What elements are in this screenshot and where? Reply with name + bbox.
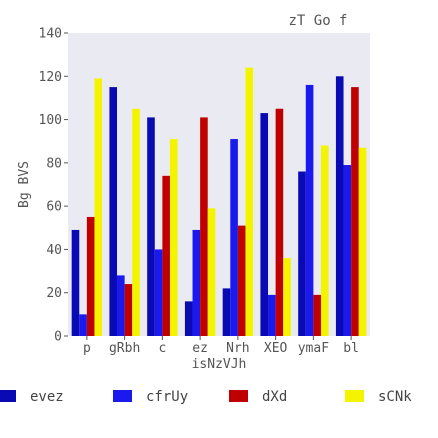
- y-tick-label: 0: [54, 330, 62, 345]
- bar-sCNk-Nrh: [245, 67, 254, 336]
- bar-dXd-Nrh: [237, 225, 246, 336]
- x-axis-ticks: p gRbh c ez Nrh XEO ymaF bl: [83, 336, 359, 356]
- bar-evez-Nrh: [222, 288, 231, 336]
- legend-swatch-evez: [0, 390, 16, 402]
- bar-cfrUy-p: [79, 314, 87, 336]
- bar-cfrUy-c: [154, 249, 163, 336]
- y-axis-title: Bg BVS: [17, 161, 32, 208]
- legend: evez cfrUy dXd sCNk: [0, 389, 412, 405]
- x-tick-label: Nrh: [226, 341, 249, 356]
- bar-dXd-p: [86, 216, 95, 336]
- legend-swatch-cfrUy: [113, 390, 132, 402]
- x-tick-label: ez: [192, 341, 208, 356]
- bar-evez-ez: [184, 301, 193, 336]
- bar-sCNk-c: [169, 139, 178, 336]
- x-tick-label: c: [158, 341, 166, 356]
- bar-cfrUy-gRbh: [117, 275, 125, 336]
- bar-evez-gRbh: [109, 87, 118, 336]
- x-tick-label: gRbh: [109, 341, 140, 356]
- bar-dXd-bl: [351, 87, 359, 336]
- y-tick-label: 140: [39, 27, 62, 42]
- legend-label-dXd: dXd: [262, 389, 287, 405]
- chart-title: zT Go f: [288, 13, 347, 29]
- bar-cfrUy-ymaF: [305, 84, 314, 336]
- bar-evez-XEO: [260, 113, 269, 336]
- bar-cfrUy-XEO: [268, 294, 276, 336]
- bar-sCNk-ymaF: [320, 145, 329, 336]
- bar-cfrUy-bl: [343, 165, 352, 336]
- y-tick-label: 80: [46, 156, 62, 171]
- y-axis-ticks: 0 20 40 60 80 100 120 140: [39, 27, 68, 345]
- x-tick-label: XEO: [264, 341, 288, 356]
- bar-sCNk-ez: [207, 208, 216, 336]
- legend-swatch-dXd: [229, 390, 248, 402]
- bar-evez-p: [71, 229, 80, 336]
- x-axis-title: isNzVJh: [192, 357, 247, 372]
- y-tick-label: 60: [46, 200, 62, 215]
- bar-dXd-ez: [200, 117, 208, 336]
- bar-evez-bl: [335, 76, 344, 336]
- bar-sCNk-gRbh: [132, 108, 140, 336]
- bar-cfrUy-ez: [192, 229, 201, 336]
- bar-dXd-gRbh: [124, 284, 133, 336]
- bar-dXd-XEO: [275, 108, 284, 336]
- bar-sCNk-bl: [358, 147, 367, 336]
- y-tick-label: 100: [39, 113, 62, 128]
- x-tick-label: ymaF: [298, 341, 329, 356]
- bars-group: [71, 67, 367, 336]
- legend-swatch-sCNk: [345, 390, 364, 402]
- bar-evez-c: [147, 117, 155, 336]
- y-tick-label: 40: [46, 243, 62, 258]
- legend-label-sCNk: sCNk: [378, 389, 412, 405]
- y-tick-label: 20: [46, 286, 62, 301]
- y-tick-label: 120: [39, 70, 62, 85]
- bar-sCNk-XEO: [283, 258, 291, 336]
- bar-sCNk-p: [94, 78, 103, 336]
- legend-label-cfrUy: cfrUy: [146, 389, 188, 405]
- x-tick-label: p: [83, 341, 91, 356]
- bar-dXd-c: [162, 175, 170, 336]
- bar-cfrUy-Nrh: [230, 139, 238, 336]
- legend-label-evez: evez: [30, 389, 64, 405]
- x-tick-label: bl: [343, 341, 359, 356]
- bar-dXd-ymaF: [313, 294, 321, 336]
- bar-evez-ymaF: [298, 171, 306, 336]
